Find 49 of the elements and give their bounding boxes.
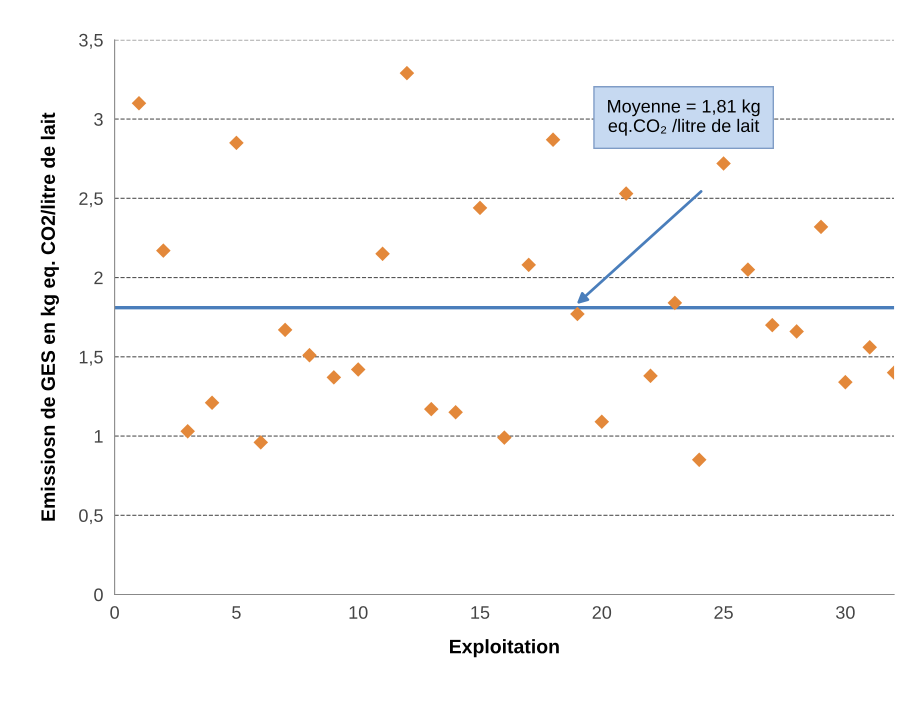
point: [326, 370, 342, 385]
point: [838, 374, 853, 390]
point: [570, 306, 585, 322]
x-tick-label: 20: [592, 606, 612, 619]
point: [594, 414, 610, 430]
point: [302, 348, 317, 363]
point: [497, 430, 512, 445]
y-tick-label: 0,5: [79, 509, 103, 524]
point: [546, 132, 560, 147]
point: [692, 452, 706, 468]
point: [789, 324, 804, 339]
y-tick-label: 3: [94, 113, 103, 126]
y-tick-label: 1: [94, 430, 103, 443]
point: [618, 186, 634, 201]
x-tick-label: 30: [836, 606, 855, 619]
x-tick-label: 25: [714, 606, 733, 619]
y-tick-label: 2: [94, 272, 103, 284]
point: [521, 258, 536, 272]
point: [862, 340, 877, 355]
point: [424, 402, 439, 416]
y-tick-label: 0: [94, 588, 103, 602]
point: [448, 404, 463, 420]
y-tick-label: 3,5: [79, 34, 103, 49]
point: [229, 136, 244, 150]
point: [716, 156, 731, 171]
y-tick-label: 2,5: [79, 192, 103, 208]
point: [204, 395, 220, 410]
point: [180, 424, 195, 439]
x-tick-label: 10: [350, 606, 368, 619]
x-tick-label: 15: [471, 606, 490, 619]
point: [643, 368, 658, 384]
point: [400, 66, 414, 80]
y-tick-label: 1,5: [80, 350, 103, 366]
point: [740, 262, 756, 277]
point: [765, 318, 780, 332]
x-tick-label: 0: [110, 606, 119, 619]
point: [350, 362, 366, 377]
point: [814, 220, 828, 234]
point: [132, 96, 146, 111]
point: [375, 246, 390, 262]
point: [278, 322, 292, 338]
x-tick-label: 5: [232, 606, 241, 619]
annotation: Moyenne = 1,81 kg eq.CO₂ /litre de lait: [608, 99, 760, 136]
point: [472, 200, 488, 216]
point: [253, 435, 268, 450]
point: [668, 296, 682, 310]
x-axis-title: Exploitation: [450, 639, 559, 658]
point: [156, 243, 171, 258]
y-axis-title: Emissiosn de GES en kg eq. CO2/litre de lait: [40, 112, 59, 521]
